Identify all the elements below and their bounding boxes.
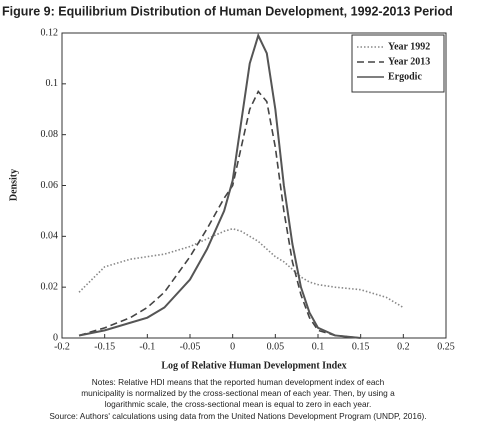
note: municipality is normalized by the cross-…: [81, 388, 395, 398]
y-tick-label: 0.1: [46, 78, 59, 89]
y-tick-label: 0.12: [41, 27, 59, 38]
legend-box: [351, 34, 445, 93]
legend-label: Year 2013: [388, 56, 430, 67]
series-line: [78, 227, 404, 309]
x-tick-label: -0.15: [94, 341, 115, 352]
note: Source: Authors' calculations using data…: [49, 411, 426, 421]
x-tick-label: 0.25: [437, 341, 455, 352]
x-tick-label: -0.2: [54, 341, 70, 352]
x-tick-label: 0.05: [267, 341, 285, 352]
note: logarithmic scale, the cross-sectional m…: [105, 399, 372, 409]
chart-title: Figure 9: Equilibrium Distribution of Hu…: [2, 4, 453, 18]
x-tick-label: -0.1: [139, 341, 155, 352]
legend-label: Year 1992: [388, 41, 430, 52]
x-tick-label: 0.2: [397, 341, 410, 352]
legend-label: Ergodic: [388, 71, 422, 82]
series-line: [78, 32, 361, 339]
series-line: [78, 89, 361, 339]
note: Notes: Relative HDI means that the repor…: [92, 377, 385, 387]
y-tick-label: 0.08: [41, 129, 59, 140]
y-tick-label: 0.04: [41, 231, 59, 242]
x-axis-label: Log of Relative Human Development Index: [161, 360, 346, 371]
y-tick-label: 0.06: [41, 180, 59, 191]
y-axis-label: Density: [8, 169, 19, 201]
x-tick-label: 0.15: [352, 341, 370, 352]
y-tick-label: 0.02: [41, 281, 59, 292]
y-tick-label: 0: [53, 332, 58, 343]
x-tick-label: 0: [230, 341, 235, 352]
x-tick-label: -0.05: [180, 341, 201, 352]
x-tick-label: 0.1: [312, 341, 325, 352]
